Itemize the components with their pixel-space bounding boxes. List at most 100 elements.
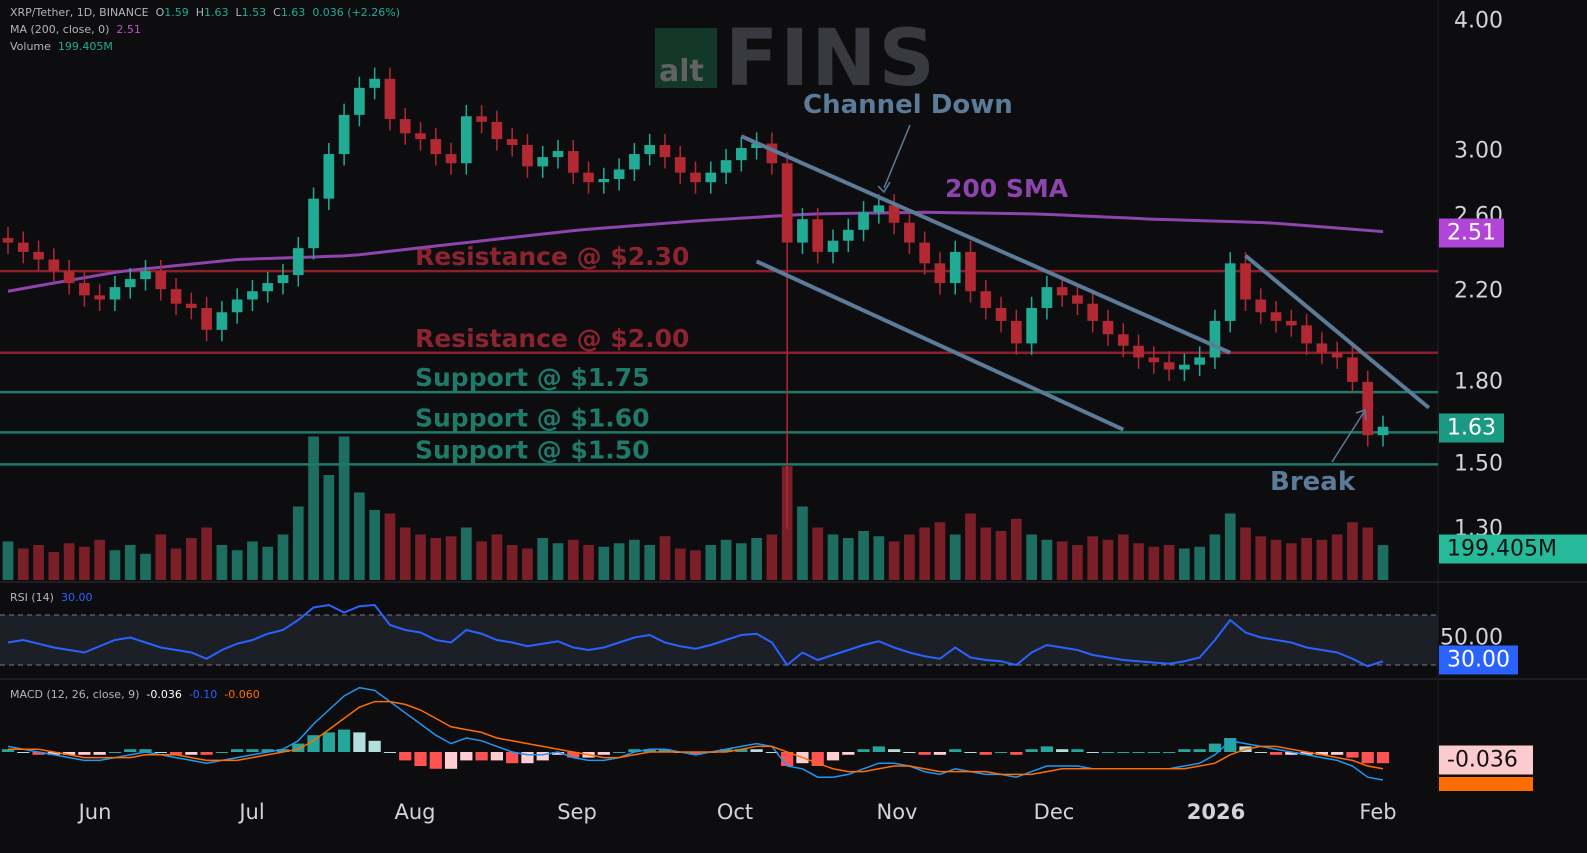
macd-histogram-bar [292, 743, 305, 752]
volume-bar [720, 539, 732, 580]
signal-tag [1439, 777, 1533, 791]
volume-bar [506, 545, 518, 580]
candle-body [797, 219, 808, 243]
candle-body [827, 240, 839, 252]
volume-bar [1163, 545, 1175, 580]
level-label: Support @ $1.60 [415, 403, 650, 432]
volume-bar [460, 527, 472, 580]
macd-signal-line [8, 700, 1384, 776]
volume-bar [48, 552, 60, 580]
trendline [755, 259, 1125, 432]
macd-histogram-bar [1269, 752, 1283, 755]
trendline [740, 134, 1232, 355]
annotation-channel-down: Channel Down [803, 90, 1013, 120]
close-value: 1.63 [280, 6, 306, 19]
macd-line [7, 686, 1384, 781]
macd-histogram-bar [1193, 749, 1206, 752]
volume-bar [812, 527, 824, 580]
volume-bar [1087, 536, 1099, 580]
volume-bar [1102, 539, 1114, 580]
macd-histogram-bar [1376, 752, 1390, 764]
candle-body [155, 271, 167, 290]
macd-histogram-bar [1101, 752, 1115, 753]
volume-bar [1377, 545, 1389, 580]
volume-bar [980, 527, 992, 580]
macd-histogram-bar [475, 752, 488, 761]
macd-histogram-bar [1254, 752, 1267, 753]
volume-bar [522, 548, 533, 580]
candle-body [1224, 263, 1236, 321]
candle-body [354, 87, 365, 115]
candle-body [858, 212, 869, 230]
volume-bar [247, 541, 258, 580]
macd-histogram-bar [964, 752, 977, 753]
low-value: 1.53 [241, 6, 267, 19]
candle-body [873, 205, 885, 213]
volume-bar [216, 545, 228, 580]
macd-line-value: -0.10 [188, 688, 218, 701]
volume-bar [384, 513, 396, 580]
macd-histogram-bar [735, 749, 748, 752]
candle-body [1209, 320, 1221, 358]
volume-value: 199.405M [57, 40, 113, 53]
candle-body [124, 279, 136, 288]
volume-bar [888, 541, 900, 580]
candle-body [201, 307, 212, 330]
macd-histogram-bar [903, 752, 916, 753]
candle-body [995, 307, 1007, 321]
macd-histogram-bar [628, 749, 641, 752]
candle-body [1194, 357, 1206, 365]
candle-body [934, 263, 946, 284]
annotation-200-sma: 200 SMA [945, 174, 1069, 203]
candle-body [766, 143, 778, 164]
symbol-name: XRP/Tether, 1D, BINANCE [10, 6, 149, 19]
candle-body [247, 291, 258, 300]
candle-body [1087, 303, 1099, 321]
sma-200-line [7, 210, 1384, 293]
volume-bar [79, 546, 90, 580]
candle-body [1072, 295, 1083, 304]
volume-bar [2, 541, 14, 580]
candle-body [140, 271, 151, 280]
rsi-line [7, 603, 1384, 668]
macd-histogram-bar [276, 749, 290, 752]
macd-histogram-bar [17, 752, 30, 753]
macd-histogram-bar [1117, 752, 1130, 753]
macd-histogram-bar [460, 752, 473, 761]
volume-bar [63, 543, 75, 580]
candle-body [1377, 426, 1389, 436]
macd-histogram-bar [322, 732, 335, 752]
macd-histogram-bar [1, 749, 15, 752]
price-tick: 3.00 [1454, 138, 1503, 164]
volume-bar [1240, 527, 1251, 580]
macd-histogram-bar [1300, 752, 1313, 755]
macd-histogram-bar [994, 752, 1008, 753]
volume-bar [124, 545, 136, 580]
time-tick: Jun [78, 800, 112, 824]
macd-histogram-bar [139, 749, 152, 752]
price-tick: 2.20 [1454, 278, 1503, 304]
volume-bar [1270, 539, 1282, 580]
macd-histogram-bar [918, 752, 931, 755]
volume-bar [674, 548, 686, 580]
macd-histogram-bar [658, 749, 672, 752]
macd-histogram-bar [933, 752, 947, 755]
macd-histogram-bar [490, 752, 503, 761]
macd-histogram-bar [231, 749, 244, 752]
macd-histogram-bar [78, 752, 91, 755]
macd-histogram-bar [383, 752, 397, 753]
candle-body [445, 154, 457, 164]
candle-body [415, 133, 426, 140]
candle-body [552, 151, 564, 158]
candle-body [659, 145, 671, 158]
candle-body [506, 139, 518, 146]
macd-histogram-bar [1056, 749, 1069, 752]
macd-histogram-bar [979, 752, 992, 755]
volume-bar [537, 538, 549, 580]
volume-bar [613, 543, 625, 580]
candle-body [735, 148, 747, 161]
candle-body [674, 157, 686, 173]
macd-histogram-bar [200, 752, 213, 755]
candle-body [1117, 334, 1129, 346]
